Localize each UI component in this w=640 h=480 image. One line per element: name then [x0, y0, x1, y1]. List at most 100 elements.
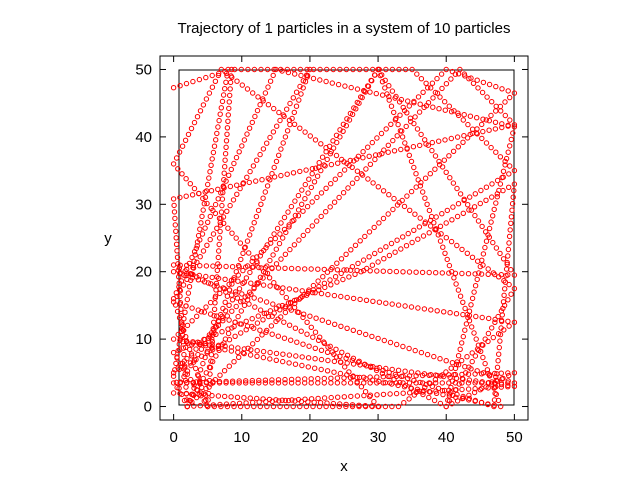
trajectory-point [363, 363, 370, 369]
trajectory-point [436, 158, 442, 165]
trajectory-point [240, 280, 246, 287]
trajectory-point [215, 186, 221, 193]
trajectory-point [232, 333, 238, 339]
trajectory-point [363, 331, 369, 338]
trajectory-point [493, 200, 499, 206]
trajectory-point [210, 263, 216, 269]
trajectory-point [243, 380, 249, 386]
trajectory-point [231, 359, 237, 365]
trajectory-point [403, 123, 409, 130]
trajectory-point [489, 194, 495, 200]
trajectory-point [490, 239, 496, 246]
trajectory-point [200, 248, 207, 254]
trajectory-point [363, 66, 369, 73]
trajectory-point [505, 382, 511, 389]
trajectory-point [426, 269, 432, 276]
trajectory-point [204, 348, 211, 355]
trajectory-point [255, 280, 262, 286]
trajectory-point [336, 403, 342, 410]
trajectory-point [300, 85, 306, 91]
trajectory-point [223, 79, 229, 86]
trajectory-point [382, 77, 388, 84]
trajectory-point [325, 357, 331, 364]
trajectory-point [502, 99, 508, 105]
trajectory-point [266, 275, 273, 281]
trajectory-point [505, 149, 511, 155]
trajectory-point [381, 256, 387, 262]
trajectory-point [437, 373, 444, 379]
trajectory-point [511, 167, 518, 174]
trajectory-point [381, 147, 387, 153]
trajectory-point [358, 384, 365, 390]
trajectory-point [302, 129, 308, 135]
trajectory-point [256, 264, 262, 271]
trajectory-point [308, 266, 314, 272]
trajectory-point [358, 171, 365, 177]
trajectory-point [244, 263, 251, 269]
trajectory-point [437, 356, 443, 362]
trajectory-point [276, 109, 282, 116]
trajectory-point [483, 117, 489, 123]
trajectory-point [263, 399, 269, 405]
trajectory-point [428, 372, 434, 378]
trajectory-point [511, 272, 518, 278]
trajectory-point [292, 71, 298, 77]
trajectory-point [475, 85, 481, 91]
trajectory-point [267, 308, 274, 314]
trajectory-point [367, 392, 374, 398]
trajectory-point [189, 305, 195, 311]
trajectory-point [426, 230, 432, 236]
trajectory-point [393, 268, 400, 275]
trajectory-point [271, 66, 277, 73]
trajectory-point [408, 118, 414, 125]
trajectory-point [498, 384, 504, 390]
trajectory-point [385, 142, 391, 149]
trajectory-point [236, 286, 243, 292]
trajectory-point [507, 163, 513, 169]
trajectory-point [297, 66, 304, 73]
trajectory-point [361, 374, 367, 380]
trajectory-point [439, 211, 445, 217]
trajectory-point [472, 386, 478, 392]
trajectory-point [249, 380, 256, 386]
trajectory-point [357, 296, 363, 303]
trajectory-point [441, 157, 447, 163]
trajectory-point [511, 383, 518, 389]
trajectory-point [307, 313, 313, 319]
trajectory-point [505, 370, 511, 376]
trajectory-point [297, 83, 303, 90]
trajectory-point [375, 259, 381, 265]
trajectory-point [197, 263, 203, 269]
trajectory-point [455, 287, 462, 293]
trajectory-point [288, 376, 295, 383]
trajectory-point [230, 197, 237, 203]
trajectory-point [251, 66, 258, 73]
trajectory-point [389, 66, 396, 73]
trajectory-point [373, 367, 380, 374]
trajectory-point [312, 356, 318, 362]
trajectory-point [480, 354, 486, 361]
trajectory-point [437, 94, 443, 100]
trajectory-point [468, 366, 474, 372]
trajectory-point [475, 218, 482, 224]
trajectory-point [220, 92, 227, 98]
trajectory-point [236, 149, 242, 155]
trajectory-point [178, 328, 185, 335]
trajectory-point [209, 341, 215, 348]
trajectory-point [312, 137, 319, 143]
trajectory-point [292, 212, 299, 219]
trajectory-point [505, 253, 511, 259]
trajectory-point [450, 180, 457, 186]
trajectory-point [206, 175, 212, 181]
trajectory-point [222, 151, 229, 157]
trajectory-point [305, 227, 311, 234]
trajectory-point [215, 196, 221, 202]
trajectory-point [476, 347, 482, 353]
trajectory-point [448, 365, 454, 371]
plot-frame [159, 55, 529, 421]
trajectory-point [170, 85, 177, 91]
trajectory-point [485, 271, 491, 277]
trajectory-point [321, 380, 327, 386]
trajectory-point [236, 400, 243, 406]
trajectory-point [337, 171, 343, 178]
